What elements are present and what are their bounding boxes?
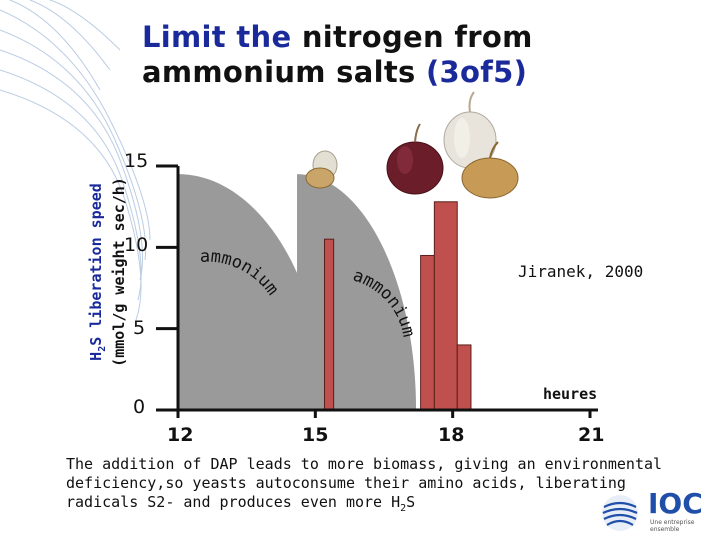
bar [323,238,335,411]
title-part-blue: Limit the [142,20,292,54]
slide-title: Limit the nitrogen from ammonium salts (… [142,20,533,90]
title-part-black-2: ammonium salts [142,55,416,89]
slide-caption: The addition of DAP leads to more biomas… [66,455,706,518]
y-tick-label: 15 [124,150,149,172]
onion-garlic-decoration [305,91,519,199]
logo-tagline: Une entreprise ensemble [650,519,695,533]
x-axis-unit: heures [543,385,598,403]
x-tick-label: 15 [302,424,329,446]
bars-layer [323,201,472,411]
x-tick-label: 21 [578,424,605,446]
y-tick-label: 5 [133,317,146,339]
curve-area [297,174,417,410]
y-tick-label: 10 [124,234,149,256]
caption-sub: 2 [400,503,407,514]
title-part-blue-2: (3of5) [415,55,528,89]
title-part-black: nitrogen from [291,20,533,54]
logo-text: IOC [648,487,703,520]
curve-area [178,174,325,410]
axes [156,164,598,418]
y-tick-label: 0 [133,396,146,418]
x-tick-label: 12 [167,424,194,446]
citation-credit: Jiranek, 2000 [518,262,644,281]
caption-text: The addition of DAP leads to more biomas… [66,455,663,511]
x-tick-label: 18 [438,424,465,446]
caption-end: S [406,493,416,511]
bar [420,254,435,411]
bar [433,201,458,411]
ioc-logo-icon [602,495,638,531]
bar [456,344,472,411]
